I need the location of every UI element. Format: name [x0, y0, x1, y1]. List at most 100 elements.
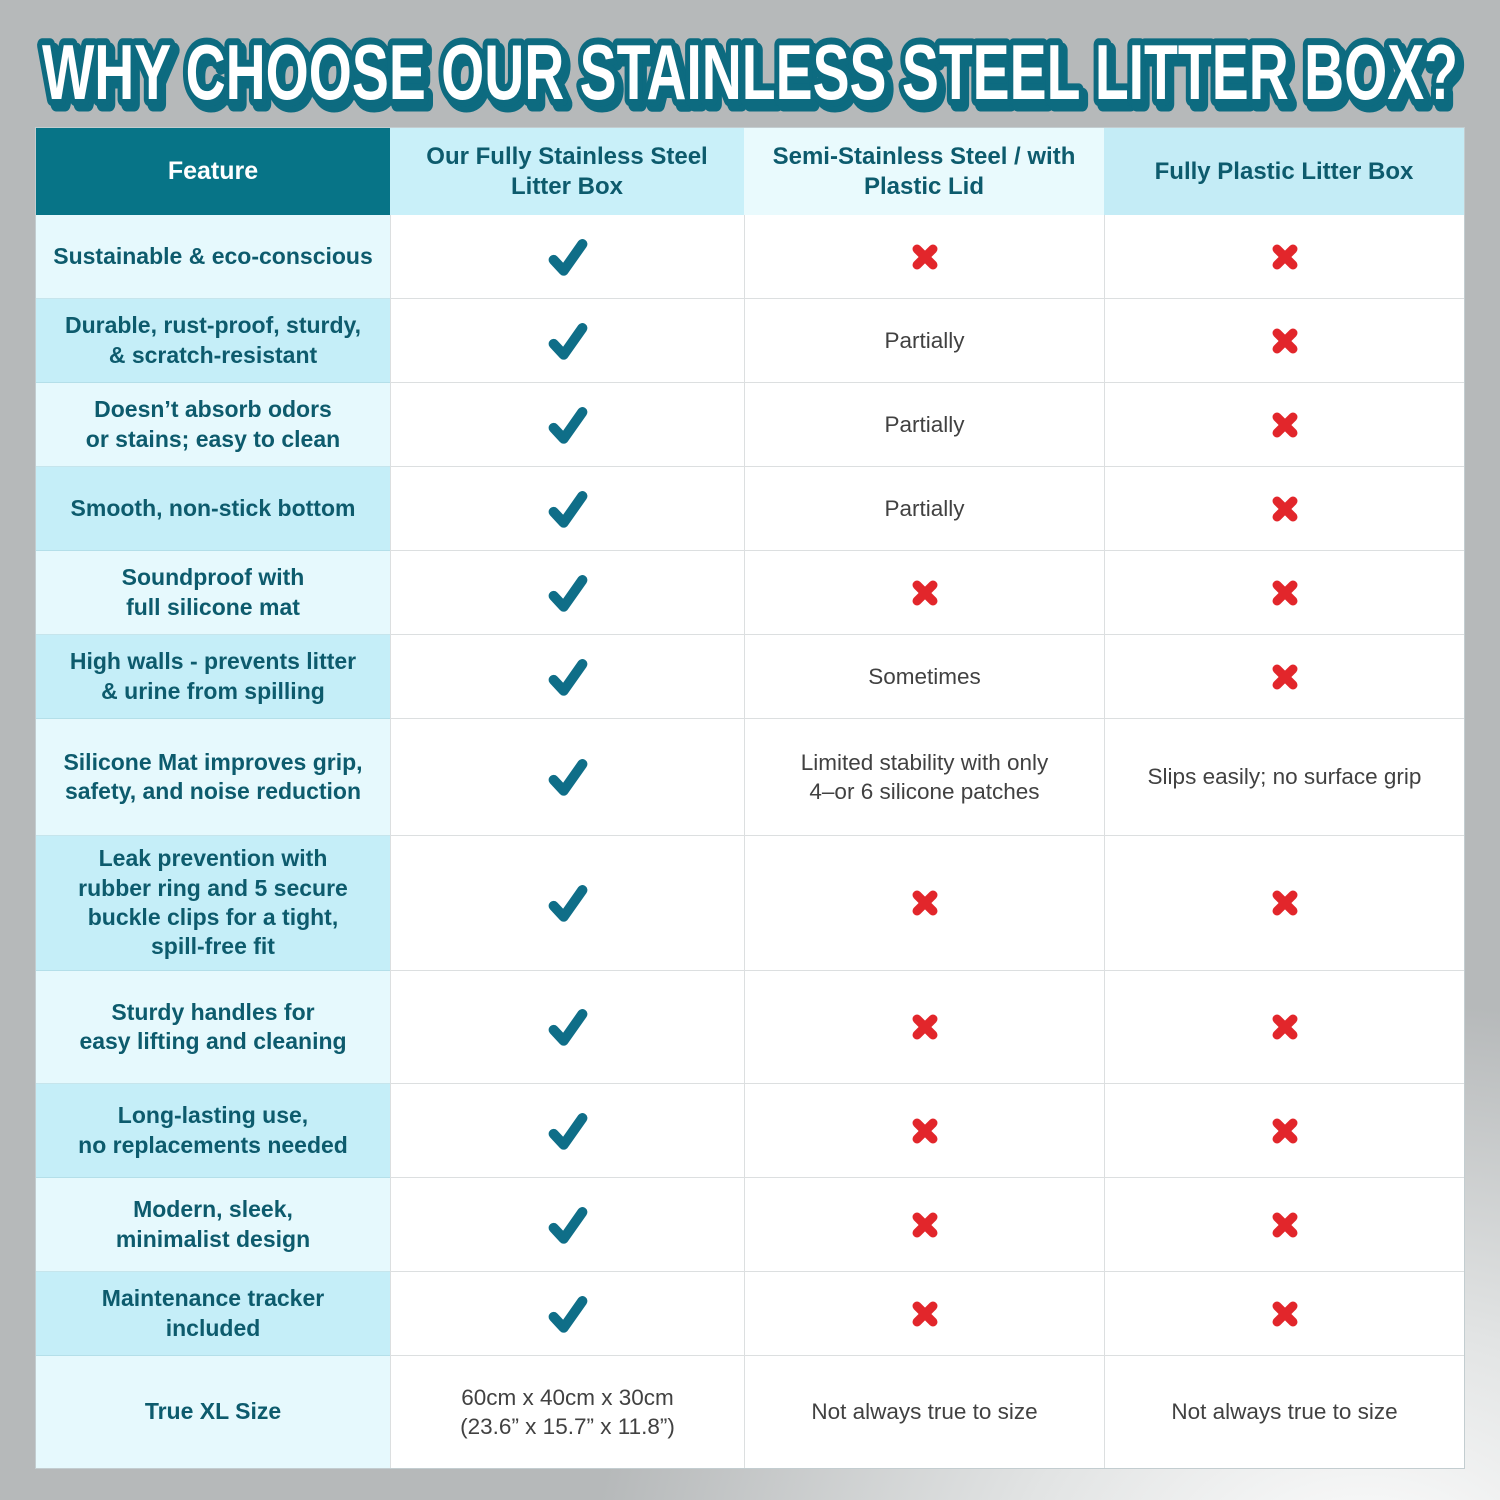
value-cell-cross	[744, 215, 1104, 299]
feature-label: Silicone Mat improves grip, safety, and …	[36, 719, 390, 836]
cross-icon	[1272, 580, 1297, 605]
cross-icon	[1272, 1301, 1297, 1326]
value-cell-check	[390, 1084, 744, 1178]
value-cell-text: Partially	[744, 299, 1104, 383]
table-row: Doesn’t absorb odors or stains; easy to …	[36, 383, 1464, 467]
check-icon	[548, 658, 587, 696]
feature-label: Maintenance tracker included	[36, 1272, 390, 1356]
cross-icon	[1272, 1014, 1297, 1040]
comparison-table: Feature Our Fully Stainless Steel Litter…	[35, 127, 1465, 1469]
table-header-row: Feature Our Fully Stainless Steel Litter…	[36, 128, 1464, 215]
cross-icon	[912, 1014, 937, 1040]
check-icon	[548, 322, 587, 360]
value-cell-cross	[744, 836, 1104, 971]
check-icon	[548, 1295, 587, 1333]
feature-label: True XL Size	[36, 1356, 390, 1468]
value-cell-cross	[1104, 1084, 1464, 1178]
check-icon	[548, 490, 587, 528]
feature-label: Sturdy handles for easy lifting and clea…	[36, 971, 390, 1084]
value-cell-check	[390, 299, 744, 383]
table-row: Sturdy handles for easy lifting and clea…	[36, 971, 1464, 1084]
check-icon	[548, 1112, 587, 1150]
value-cell-cross	[744, 1272, 1104, 1356]
value-cell-check	[390, 551, 744, 635]
feature-label: Long-lasting use, no replacements needed	[36, 1084, 390, 1178]
cross-icon	[1272, 890, 1297, 916]
table-row: Long-lasting use, no replacements needed	[36, 1084, 1464, 1178]
value-cell-cross	[1104, 1178, 1464, 1272]
check-icon	[548, 238, 587, 276]
cross-icon	[1272, 328, 1297, 353]
table-row: Silicone Mat improves grip, safety, and …	[36, 719, 1464, 836]
check-icon	[548, 1009, 587, 1046]
value-cell-check	[390, 383, 744, 467]
value-cell-check	[390, 836, 744, 971]
value-cell-cross	[1104, 383, 1464, 467]
feature-label: Sustainable & eco-conscious	[36, 215, 390, 299]
table-row: Soundproof with full silicone mat	[36, 551, 1464, 635]
feature-label: Doesn’t absorb odors or stains; easy to …	[36, 383, 390, 467]
feature-label: Smooth, non-stick bottom	[36, 467, 390, 551]
value-cell-check	[390, 635, 744, 719]
table-row: Leak prevention with rubber ring and 5 s…	[36, 836, 1464, 971]
value-cell-text: Partially	[744, 383, 1104, 467]
value-cell-check	[390, 1178, 744, 1272]
table-row: Durable, rust-proof, sturdy, & scratch-r…	[36, 299, 1464, 383]
value-cell-cross	[744, 1084, 1104, 1178]
table-row: Modern, sleek, minimalist design	[36, 1178, 1464, 1272]
cross-icon	[912, 890, 937, 916]
value-cell-check	[390, 1272, 744, 1356]
value-cell-check	[390, 971, 744, 1084]
feature-label: Leak prevention with rubber ring and 5 s…	[36, 836, 390, 971]
value-cell-text: Sometimes	[744, 635, 1104, 719]
feature-label: Soundproof with full silicone mat	[36, 551, 390, 635]
cross-icon	[1272, 664, 1297, 689]
cross-icon	[1272, 496, 1297, 521]
value-cell-cross	[1104, 635, 1464, 719]
table-row: Sustainable & eco-conscious	[36, 215, 1464, 299]
value-cell-cross	[744, 551, 1104, 635]
column-header-feature: Feature	[36, 128, 390, 215]
title-text: WHY CHOOSE OUR STAINLESS STEEL LITTER BO…	[42, 28, 1458, 116]
cross-icon	[912, 1212, 937, 1237]
value-cell-cross	[1104, 971, 1464, 1084]
check-icon	[548, 1206, 587, 1244]
column-header-fully-plastic: Fully Plastic Litter Box	[1104, 128, 1464, 215]
table-row: Smooth, non-stick bottom Partially	[36, 467, 1464, 551]
value-cell-cross	[1104, 215, 1464, 299]
value-cell-cross	[744, 1178, 1104, 1272]
value-cell-text: 60cm x 40cm x 30cm (23.6” x 15.7” x 11.8…	[390, 1356, 744, 1468]
cross-icon	[1272, 412, 1297, 437]
cross-icon	[1272, 1212, 1297, 1237]
value-cell-text: Limited stability with only 4–or 6 silic…	[744, 719, 1104, 836]
page-title: WHY CHOOSE OUR STAINLESS STEEL LITTER BO…	[35, 26, 1470, 122]
feature-label: Durable, rust-proof, sturdy, & scratch-r…	[36, 299, 390, 383]
check-icon	[548, 574, 587, 612]
table-body: Sustainable & eco-conscious Durable, rust…	[36, 215, 1464, 1468]
value-cell-cross	[1104, 1272, 1464, 1356]
cross-icon	[912, 580, 937, 605]
value-cell-cross	[1104, 551, 1464, 635]
value-cell-text: Not always true to size	[744, 1356, 1104, 1468]
title-shadow: WHY CHOOSE OUR STAINLESS STEEL LITTER BO…	[46, 33, 1462, 121]
value-cell-text: Not always true to size	[1104, 1356, 1464, 1468]
table-row: High walls - prevents litter & urine fro…	[36, 635, 1464, 719]
column-header-semi-stainless: Semi-Stainless Steel / with Plastic Lid	[744, 128, 1104, 215]
feature-label: High walls - prevents litter & urine fro…	[36, 635, 390, 719]
cross-icon	[912, 1118, 937, 1143]
check-icon	[548, 885, 587, 922]
cross-icon	[1272, 1118, 1297, 1143]
value-cell-cross	[744, 971, 1104, 1084]
value-cell-check	[390, 467, 744, 551]
check-icon	[548, 406, 587, 444]
value-cell-cross	[1104, 836, 1464, 971]
value-cell-cross	[1104, 467, 1464, 551]
value-cell-check	[390, 719, 744, 836]
table-row: Maintenance tracker included	[36, 1272, 1464, 1356]
check-icon	[548, 759, 587, 796]
table-row: True XL Size 60cm x 40cm x 30cm (23.6” x …	[36, 1356, 1464, 1468]
value-cell-text: Partially	[744, 467, 1104, 551]
value-cell-cross	[1104, 299, 1464, 383]
feature-label: Modern, sleek, minimalist design	[36, 1178, 390, 1272]
